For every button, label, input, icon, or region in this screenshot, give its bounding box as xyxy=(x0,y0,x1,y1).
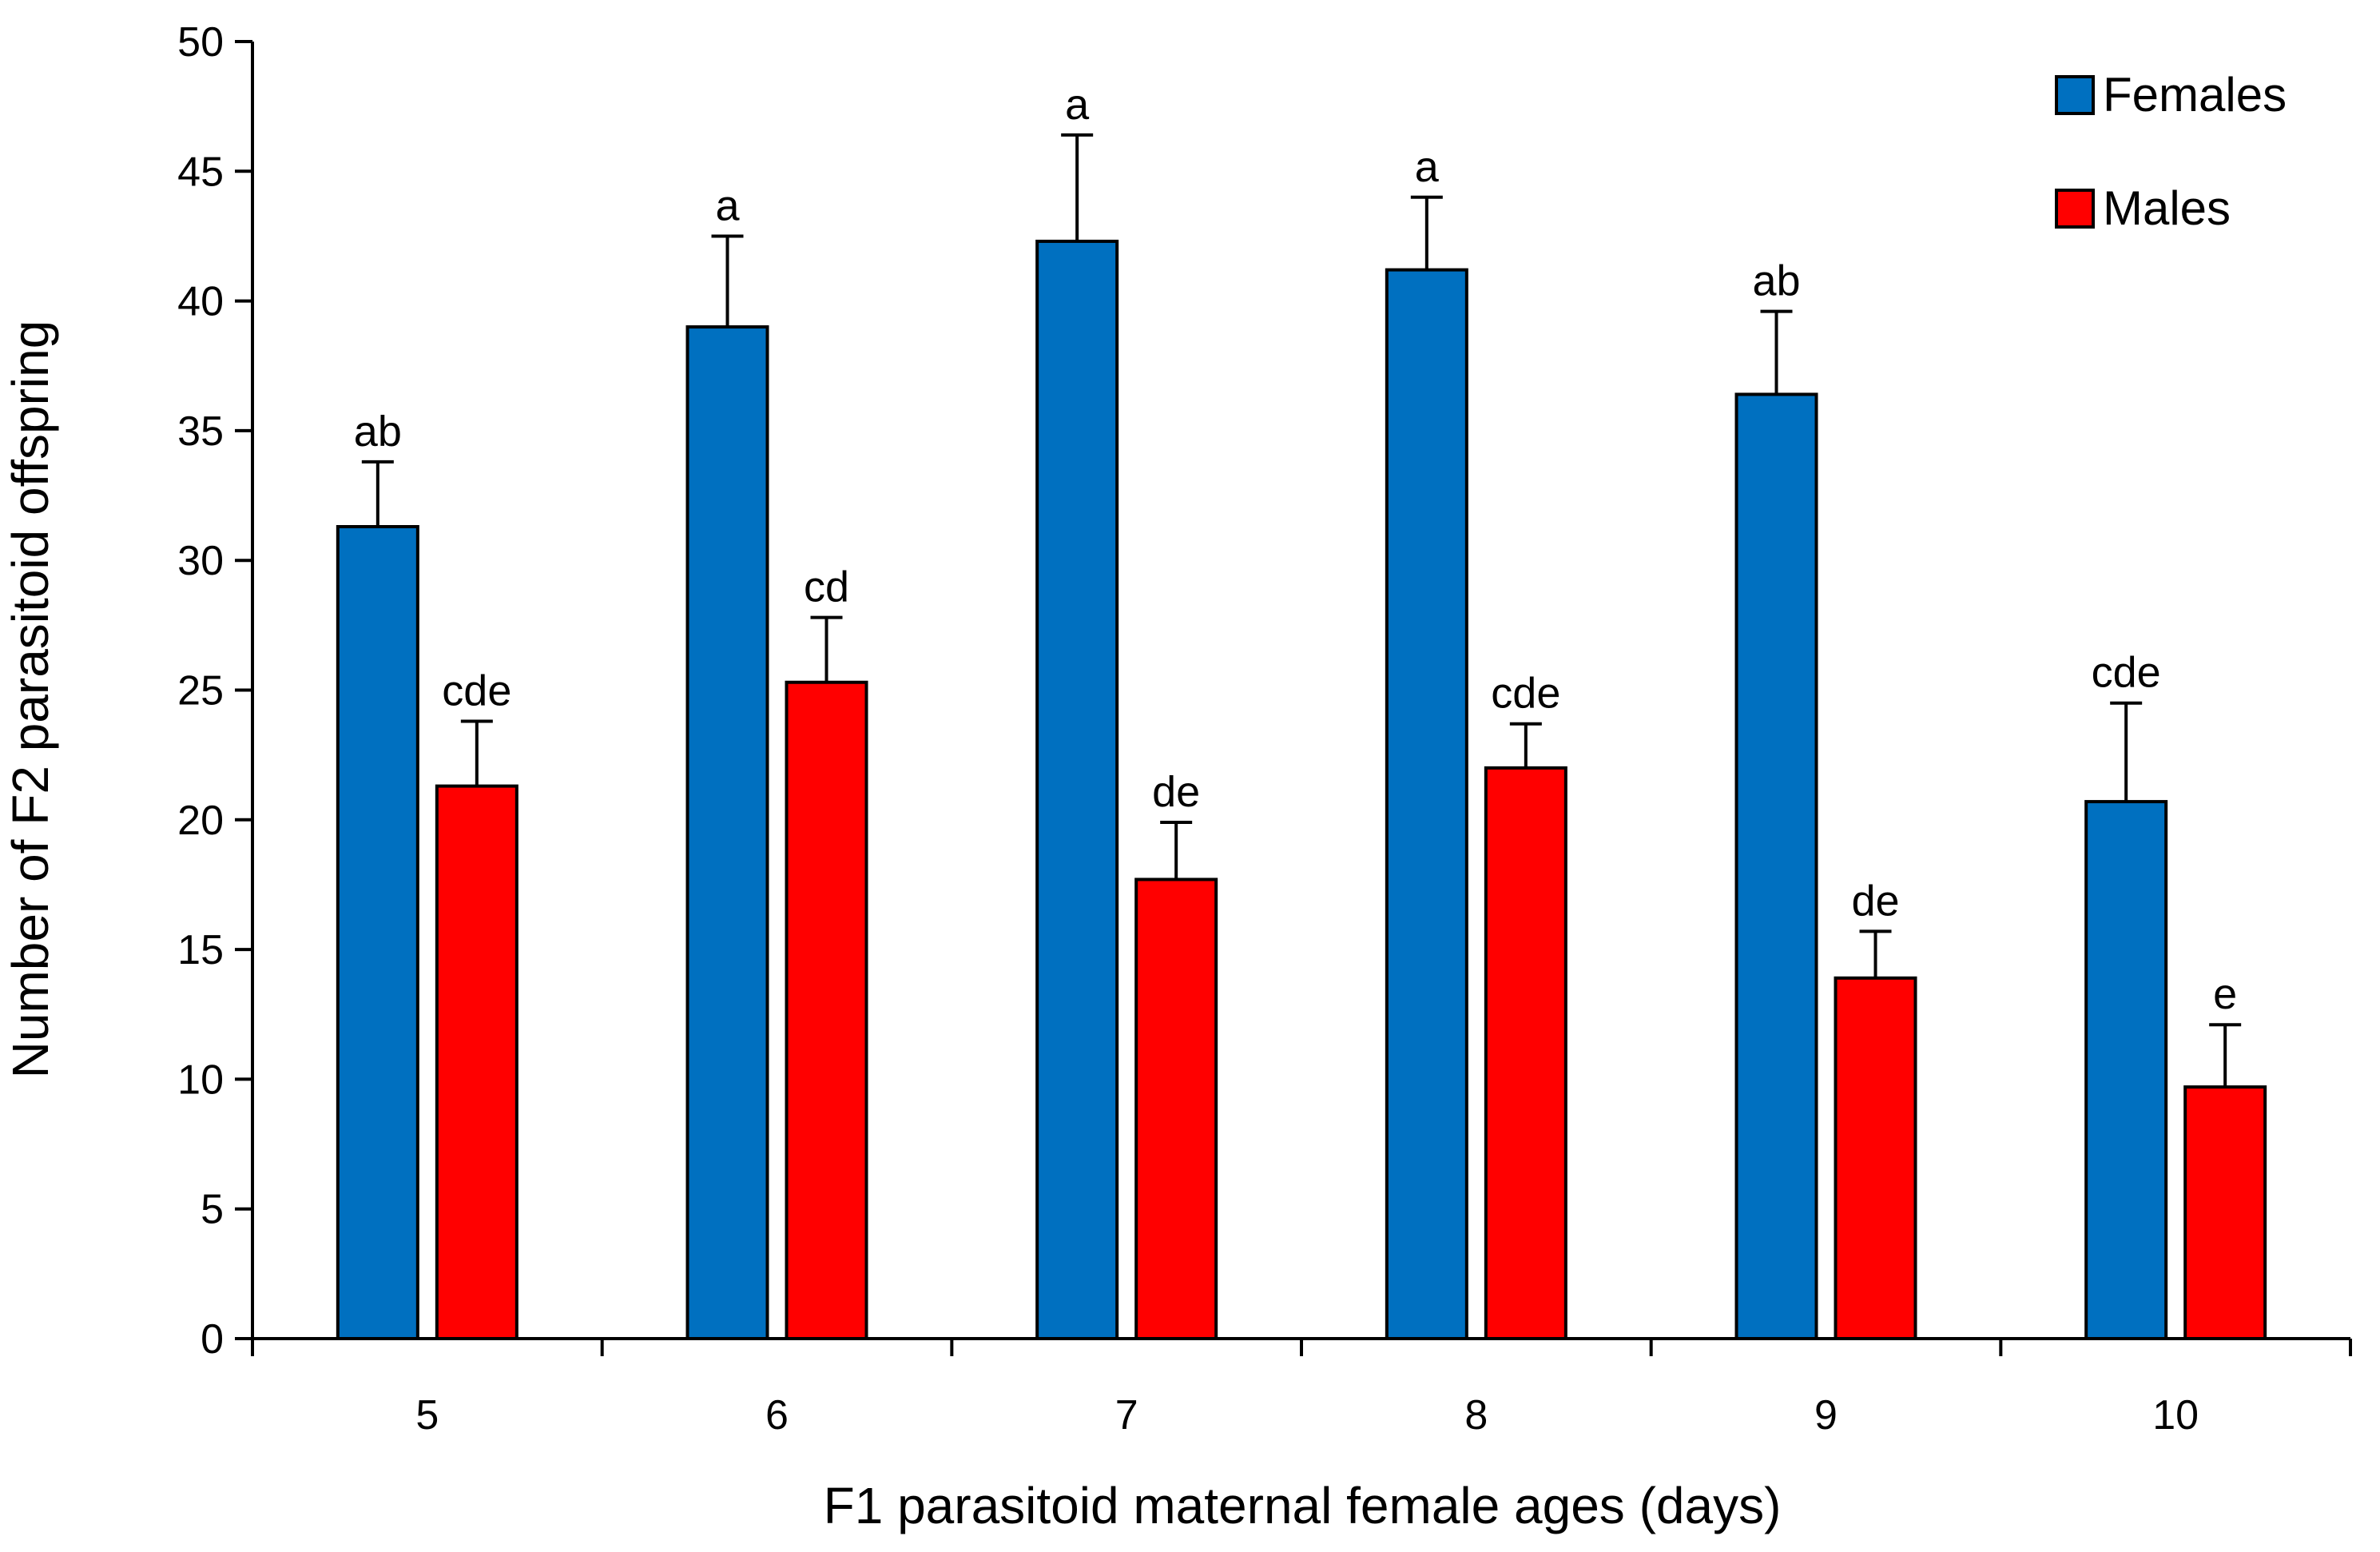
significance-labels-group: ab cde a cd a de a cde ab de cde e xyxy=(354,81,2237,1018)
legend-label-females: Females xyxy=(2103,68,2287,121)
y-tick-label: 40 xyxy=(177,279,224,325)
y-tick-label: 5 xyxy=(201,1187,224,1233)
bar-males xyxy=(1484,766,1567,1340)
bars-group xyxy=(336,239,2267,1341)
bar-females xyxy=(2084,800,2168,1340)
x-ticks-group: 5 6 7 8 9 10 xyxy=(251,1339,2352,1439)
y-tick-label: 10 xyxy=(177,1057,224,1103)
bar-females xyxy=(685,325,769,1340)
significance-label: ab xyxy=(1752,257,1800,305)
significance-label: cde xyxy=(442,667,511,714)
y-tick-label: 20 xyxy=(177,798,224,844)
significance-label: cde xyxy=(1491,670,1560,718)
significance-label: cde xyxy=(2092,649,2161,697)
bar-males xyxy=(2183,1085,2267,1340)
legend: Females Males xyxy=(2055,68,2287,235)
significance-label: cd xyxy=(804,563,849,611)
significance-label: a xyxy=(1415,143,1440,191)
x-tick-label: 7 xyxy=(1115,1392,1138,1439)
y-ticks-group: 0 5 10 15 20 25 30 35 40 45 50 xyxy=(177,19,252,1363)
y-tick-label: 25 xyxy=(177,668,224,714)
y-tick-label: 0 xyxy=(201,1316,224,1363)
bar-females xyxy=(1385,268,1468,1341)
bar-males xyxy=(435,784,519,1340)
error-bars-group xyxy=(361,133,2242,1088)
legend-swatch-females xyxy=(2055,75,2095,115)
legend-label-males: Males xyxy=(2103,181,2231,235)
y-tick-label: 15 xyxy=(177,927,224,973)
y-tick-label: 30 xyxy=(177,538,224,584)
bar-males xyxy=(1134,877,1218,1340)
y-tick-label: 45 xyxy=(177,149,224,195)
y-axis-title: Number of F2 parasitoid offspring xyxy=(2,320,59,1079)
y-tick-label: 35 xyxy=(177,408,224,455)
bar-females xyxy=(1734,392,1818,1340)
bar-females xyxy=(336,525,419,1340)
x-tick-label: 6 xyxy=(765,1392,789,1439)
x-axis-title: F1 parasitoid maternal female ages (days… xyxy=(824,1477,1782,1534)
significance-label: a xyxy=(1065,81,1090,129)
significance-label: de xyxy=(1152,768,1200,816)
axes-group xyxy=(251,42,2350,1340)
y-tick-label: 50 xyxy=(177,19,224,66)
bar-females xyxy=(1035,239,1119,1340)
significance-label: de xyxy=(1851,877,1899,925)
legend-swatch-males xyxy=(2055,189,2095,229)
bar-males xyxy=(785,680,868,1340)
significance-label: a xyxy=(715,181,740,229)
x-tick-label: 10 xyxy=(2152,1392,2199,1439)
x-tick-label: 5 xyxy=(415,1392,439,1439)
x-tick-label: 9 xyxy=(1814,1392,1838,1439)
significance-label: e xyxy=(2213,970,2237,1018)
bar-males xyxy=(1834,976,1917,1341)
x-tick-label: 8 xyxy=(1464,1392,1488,1439)
significance-label: ab xyxy=(354,408,402,456)
